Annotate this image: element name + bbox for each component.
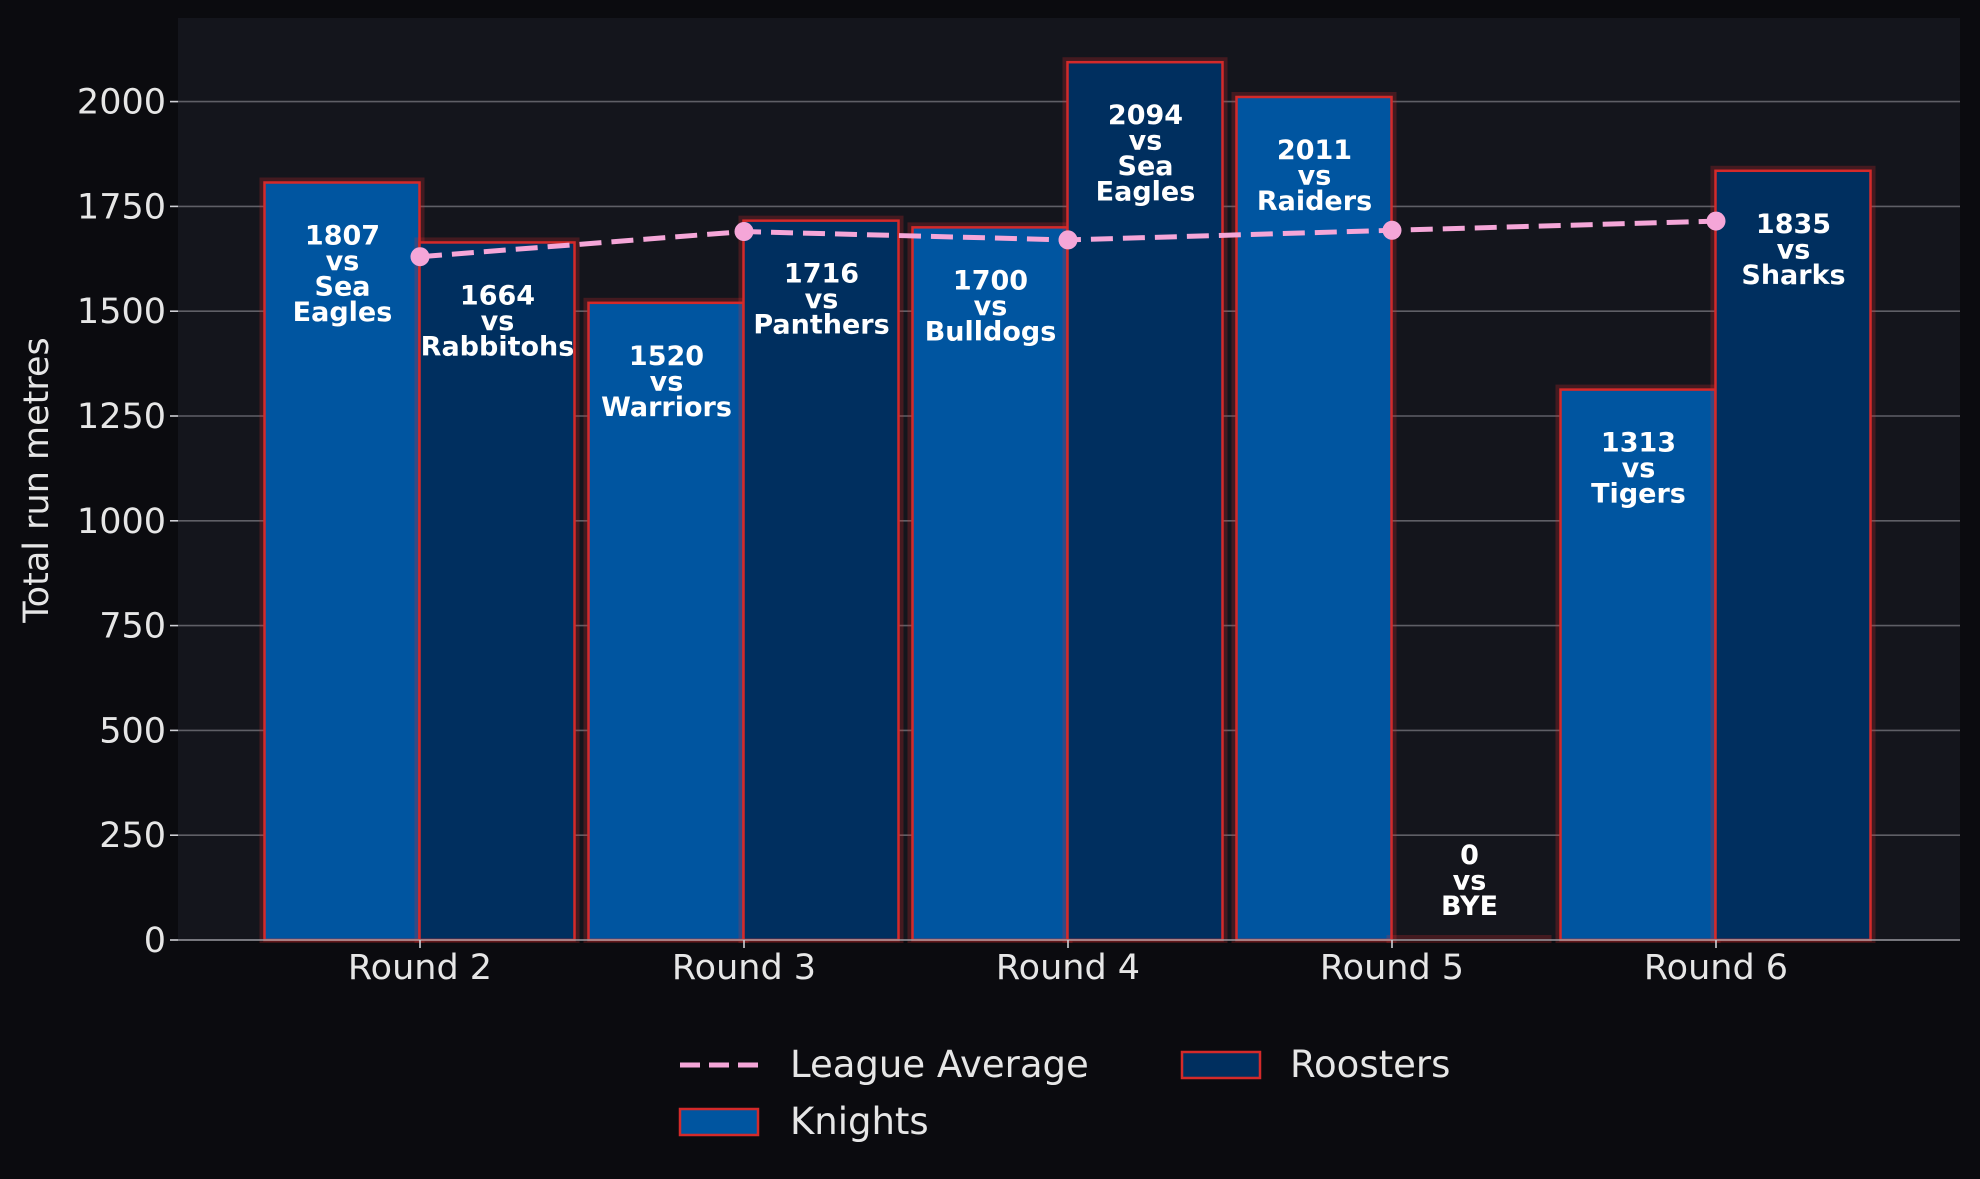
bar-label-line: 1716 — [784, 259, 859, 290]
bar-label-line: vs — [1453, 866, 1487, 897]
x-tick-label: Round 3 — [672, 948, 816, 988]
bar-label-line: vs — [974, 291, 1008, 322]
league-average-line — [410, 211, 1726, 267]
bar-roosters — [418, 241, 576, 942]
y-axis-title: Total run metres — [17, 337, 57, 624]
legend-label-league-average: League Average — [790, 1043, 1089, 1086]
bar-label-line: 1520 — [629, 341, 704, 372]
x-tick-label: Round 2 — [348, 948, 492, 988]
y-tick-label: 0 — [144, 921, 166, 961]
league-average-point — [734, 222, 754, 242]
bar-label-line: 1313 — [1601, 428, 1676, 459]
bar-label: 1664 vs Rabbitohs — [421, 280, 575, 362]
x-tick-label: Round 5 — [1320, 948, 1464, 988]
bar-knights — [911, 226, 1069, 942]
bar-label-line: vs — [1298, 160, 1332, 191]
bar-label: 1807 vs Sea Eagles — [293, 221, 393, 328]
bar-roosters — [1714, 169, 1872, 942]
bar-label: 1700 vs Bulldogs — [925, 265, 1057, 347]
bar-label-line: Panthers — [753, 310, 889, 341]
x-tick-label: Round 4 — [996, 948, 1140, 988]
bar-label-line: vs — [805, 284, 839, 315]
bar-label: 1716 vs Panthers — [753, 259, 889, 341]
x-axis-ticks: Round 2 Round 3 Round 4 Round 5 Round 6 — [348, 940, 1788, 988]
y-tick-label: 1500 — [77, 292, 166, 332]
bars — [259, 57, 1876, 944]
y-tick-label: 1750 — [77, 187, 166, 227]
bar-label-line: Sea — [1118, 151, 1174, 182]
bar-label: 0 vs BYE — [1441, 840, 1498, 922]
league-average-point — [410, 247, 430, 267]
bar-label-line: Sea — [315, 272, 371, 303]
bar-label-line: 1807 — [305, 221, 380, 252]
x-tick-label: Round 6 — [1644, 948, 1788, 988]
y-tick-label: 250 — [99, 816, 166, 856]
bar-label-line: 1700 — [953, 265, 1028, 296]
league-average-point — [1058, 230, 1078, 250]
bar-knights — [1235, 95, 1393, 942]
y-tick-label: 2000 — [77, 83, 166, 123]
bar-label-line: vs — [650, 366, 684, 397]
legend-label-knights: Knights — [790, 1100, 929, 1143]
bar-label-line: vs — [481, 306, 515, 337]
y-axis-ticks: 0 250 500 750 1000 1250 1500 1750 2000 — [77, 83, 178, 961]
league-average-point — [1706, 211, 1726, 231]
bar-label-line: Eagles — [1096, 177, 1196, 208]
bar-label-line: vs — [326, 246, 360, 277]
bar-label-line: vs — [1622, 453, 1656, 484]
bar-label: 2011 vs Raiders — [1257, 135, 1372, 217]
bar-knights — [263, 181, 421, 942]
y-tick-label: 1000 — [77, 502, 166, 542]
legend-label-roosters: Roosters — [1290, 1043, 1450, 1086]
bar-label-line: Rabbitohs — [421, 331, 575, 362]
bar-label-line: 0 — [1460, 840, 1479, 871]
bar-label-line: Bulldogs — [925, 316, 1057, 347]
bar-roosters — [742, 219, 900, 942]
bar-label-line: vs — [1129, 126, 1163, 157]
y-tick-label: 1250 — [77, 397, 166, 437]
bar-label-line: 1664 — [460, 280, 535, 311]
legend-swatch-knights — [678, 1107, 760, 1137]
bar-label: 1313 vs Tigers — [1591, 428, 1686, 510]
bar-roosters — [1066, 60, 1224, 942]
bar-label-line: BYE — [1441, 891, 1498, 922]
bar-label-line: vs — [1777, 234, 1811, 265]
y-tick-label: 750 — [99, 607, 166, 647]
bar-label: 1520 vs Warriors — [601, 341, 732, 423]
bar-knights — [1559, 388, 1717, 942]
legend-swatch-roosters — [1180, 1050, 1262, 1080]
bar-label-line: 2094 — [1108, 100, 1183, 131]
league-average-point — [1382, 220, 1402, 240]
bar-label-line: Raiders — [1257, 186, 1372, 217]
legend: League Average Roosters Knights — [678, 1043, 1450, 1143]
bar-label-line: Sharks — [1741, 260, 1845, 291]
bar-label-line: 2011 — [1277, 135, 1352, 166]
bar-label: 2094 vs Sea Eagles — [1096, 100, 1196, 208]
y-tick-label: 500 — [99, 711, 166, 751]
bar-label-line: Tigers — [1591, 479, 1686, 510]
bar-label: 1835 vs Sharks — [1741, 209, 1845, 291]
bar-label-line: Warriors — [601, 392, 732, 423]
bar-label-line: Eagles — [293, 297, 393, 328]
bar-label-line: 1835 — [1756, 209, 1831, 240]
